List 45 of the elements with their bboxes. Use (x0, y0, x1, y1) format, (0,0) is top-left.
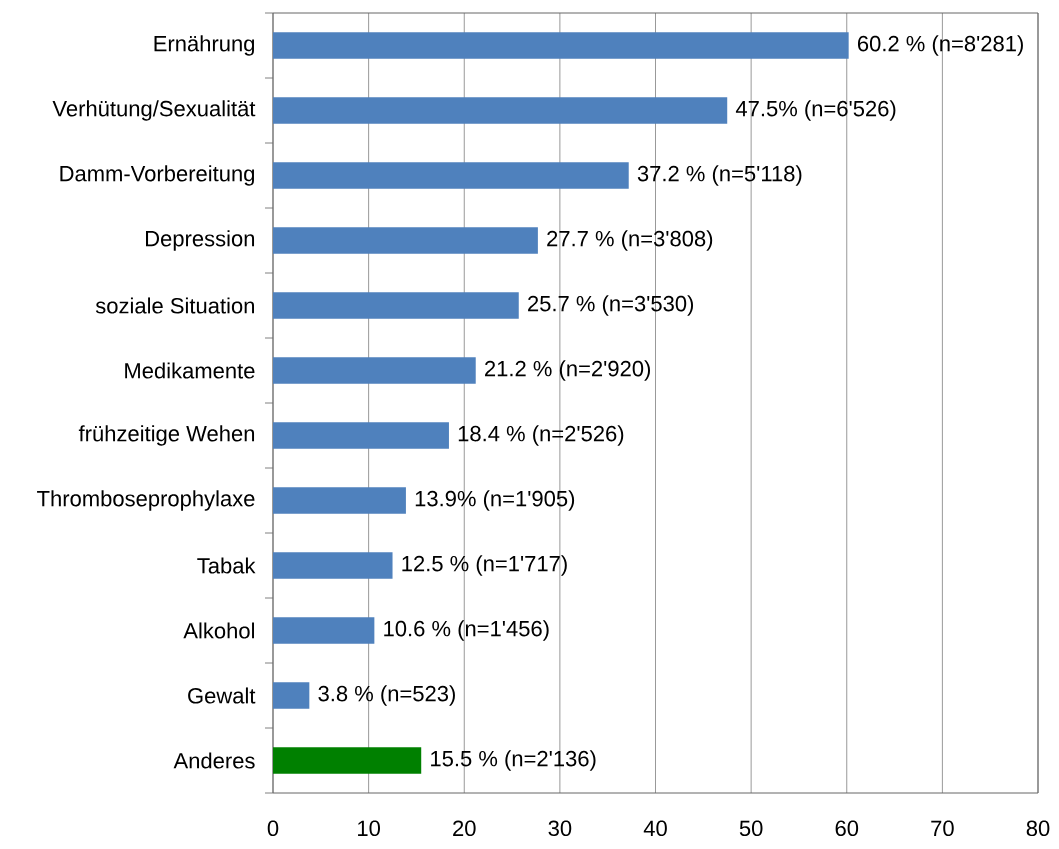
data-label: 13.9% (n=1'905) (415, 490, 575, 511)
y-tick-label: Medikamente (125, 362, 255, 379)
y-tick-label: Gewalt (188, 687, 256, 704)
bar (273, 292, 519, 319)
x-tick-label: 20 (453, 820, 476, 837)
y-tick-label: Depression (146, 230, 255, 251)
y-tick-label: frühzeitige Wehen (78, 425, 255, 446)
x-tick-label: 60 (835, 820, 859, 837)
x-tick-label: 0 (267, 820, 279, 837)
bar (273, 97, 728, 124)
x-tick-label: 80 (1026, 820, 1050, 837)
y-tick-label: Verhütung/Sexualität (52, 100, 256, 121)
data-label: 15.5 % (n=2'136) (431, 750, 596, 771)
bar (273, 32, 849, 59)
y-tick-label: Thromboseprophylaxe (37, 490, 255, 511)
data-label: 60.2 % (n=8'281) (857, 35, 1023, 56)
bar (273, 357, 476, 384)
data-label: 47.5% (n=6'526) (735, 100, 896, 121)
data-label: 12.5 % (n=1'717) (402, 555, 567, 576)
y-tick-label: Damm-Vorbereitung (60, 165, 255, 186)
x-tick-label: 30 (548, 820, 572, 837)
bar (273, 487, 406, 514)
bar (273, 227, 538, 254)
data-label: 21.2 % (n=2'920) (485, 360, 651, 381)
x-tick-label: 50 (739, 820, 763, 837)
x-tick-label: 40 (643, 820, 667, 837)
bar (273, 552, 393, 579)
y-tick-label: Tabak (197, 557, 256, 574)
y-tick-label: Anderes (173, 752, 255, 769)
data-label: 3.8 % (n=523) (318, 685, 455, 706)
bar (273, 162, 629, 189)
y-tick-label: Ernährung (154, 35, 255, 56)
bar (273, 682, 310, 709)
y-tick-label: soziale Situation (95, 297, 254, 314)
data-label: 25.7 % (n=3'530) (528, 295, 694, 316)
bar (273, 422, 449, 449)
y-tick-label: Alkohol (183, 622, 254, 639)
bar (273, 617, 375, 644)
data-label: 37.2 % (n=5'118) (637, 165, 802, 186)
data-label: 10.6 % (n=1'456) (384, 620, 549, 641)
bar (273, 747, 422, 774)
data-label: 27.7 % (n=3'808) (547, 230, 713, 251)
x-tick-label: 10 (358, 820, 380, 837)
x-tick-label: 70 (931, 820, 954, 837)
data-label: 18.4 % (n=2'526) (458, 425, 624, 446)
